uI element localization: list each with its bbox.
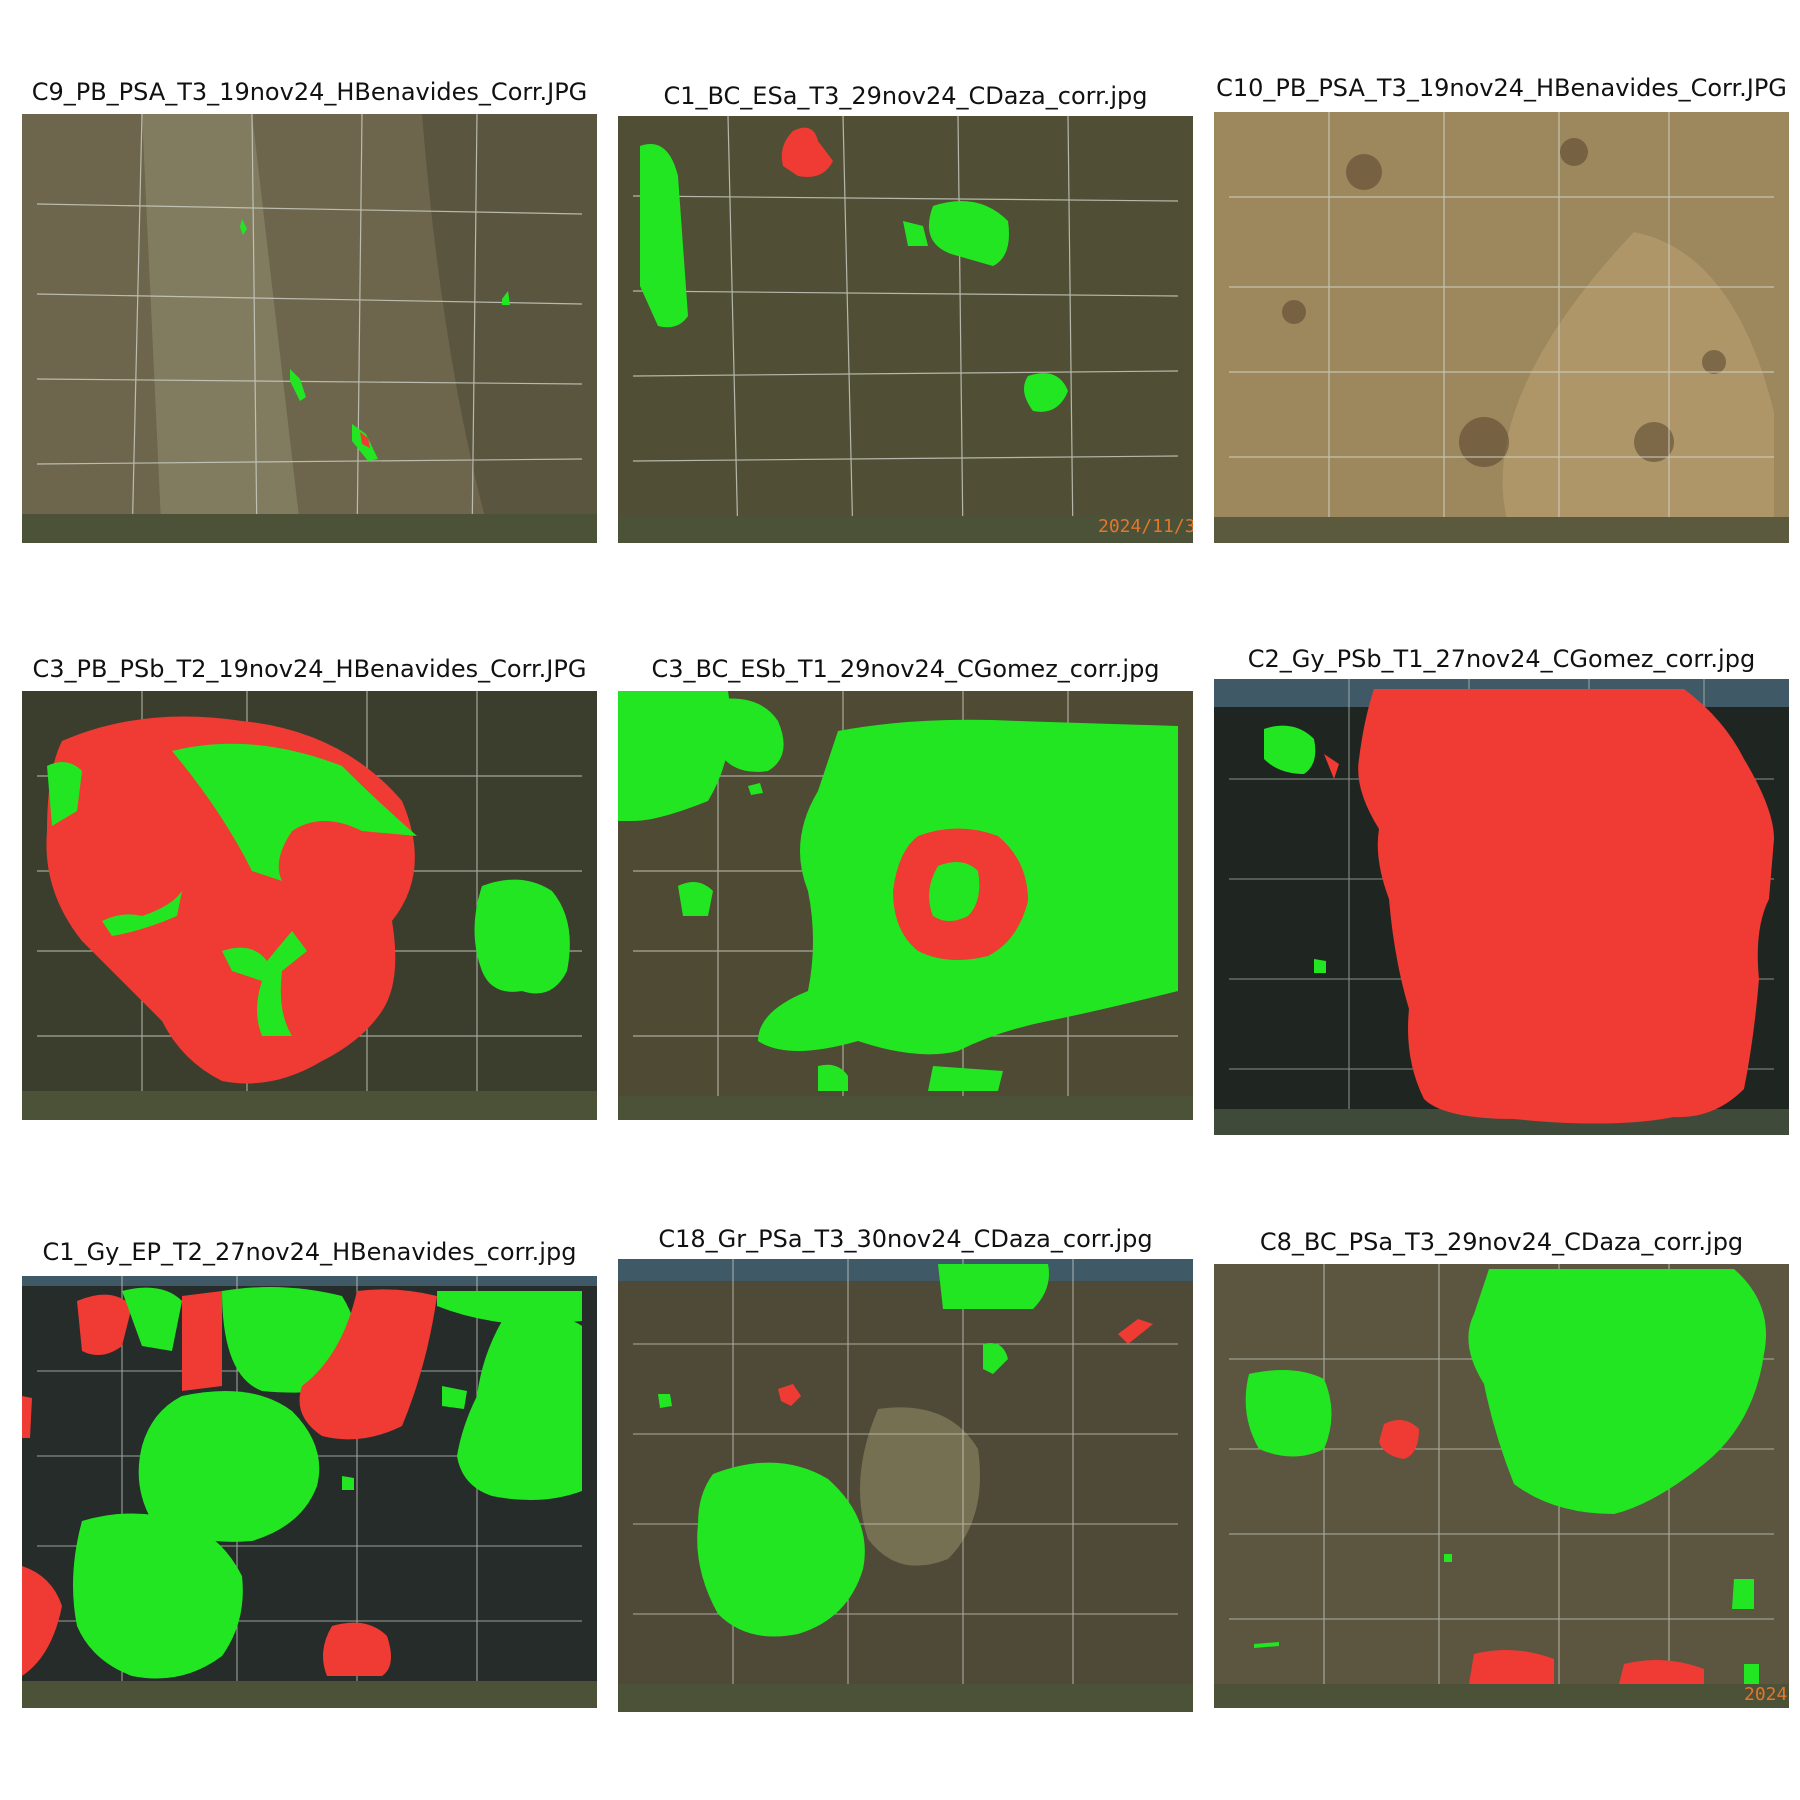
- timestamp-overlay: 2024/11/3: [1098, 516, 1193, 537]
- photo-quadrat: [22, 1276, 597, 1708]
- panel-title: C3_PB_PSb_T2_19nov24_HBenavides_Corr.JPG: [32, 655, 587, 683]
- photo-quadrat: 2024: [1214, 1264, 1789, 1708]
- panel-8: C18_Gr_PSa_T3_30nov24_CDaza_corr.jpg: [618, 1225, 1193, 1712]
- photo-quadrat: [1214, 679, 1789, 1135]
- photo-quadrat: [22, 114, 597, 543]
- panel-9: C8_BC_PSa_T3_29nov24_CDaza_corr.jpg 2024: [1214, 1228, 1789, 1708]
- photo-quadrat: [22, 691, 597, 1120]
- panel-6: C2_Gy_PSb_T1_27nov24_CGomez_corr.jpg: [1214, 645, 1789, 1135]
- panel-2: C1_BC_ESa_T3_29nov24_CDaza_corr.jpg 2024…: [618, 78, 1193, 543]
- panel-5: C3_BC_ESb_T1_29nov24_CGomez_corr.jpg: [618, 655, 1193, 1120]
- panel-title: C8_BC_PSa_T3_29nov24_CDaza_corr.jpg: [1259, 1228, 1744, 1256]
- panel-4: C3_PB_PSb_T2_19nov24_HBenavides_Corr.JPG: [22, 655, 597, 1120]
- panel-title: C9_PB_PSA_T3_19nov24_HBenavides_Corr.JPG: [31, 78, 588, 106]
- photo-quadrat: [618, 691, 1193, 1120]
- panel-title: C18_Gr_PSa_T3_30nov24_CDaza_corr.jpg: [658, 1225, 1153, 1253]
- panel-title: C1_Gy_EP_T2_27nov24_HBenavides_corr.jpg: [42, 1238, 577, 1266]
- panel-title: C1_BC_ESa_T3_29nov24_CDaza_corr.jpg: [663, 82, 1148, 110]
- timestamp-overlay: 2024: [1744, 1684, 1788, 1705]
- panel-3: C10_PB_PSA_T3_19nov24_HBenavides_Corr.JP…: [1214, 74, 1789, 543]
- panel-title: C3_BC_ESb_T1_29nov24_CGomez_corr.jpg: [651, 655, 1160, 683]
- photo-quadrat: 2024/11/3: [618, 116, 1193, 543]
- photo-quadrat: [618, 1259, 1193, 1712]
- panel-title: C10_PB_PSA_T3_19nov24_HBenavides_Corr.JP…: [1216, 74, 1787, 102]
- panel-1: C9_PB_PSA_T3_19nov24_HBenavides_Corr.JPG: [22, 78, 597, 543]
- panel-7: C1_Gy_EP_T2_27nov24_HBenavides_corr.jpg: [22, 1238, 597, 1708]
- photo-quadrat: [1214, 112, 1789, 543]
- panel-title: C2_Gy_PSb_T1_27nov24_CGomez_corr.jpg: [1247, 645, 1756, 673]
